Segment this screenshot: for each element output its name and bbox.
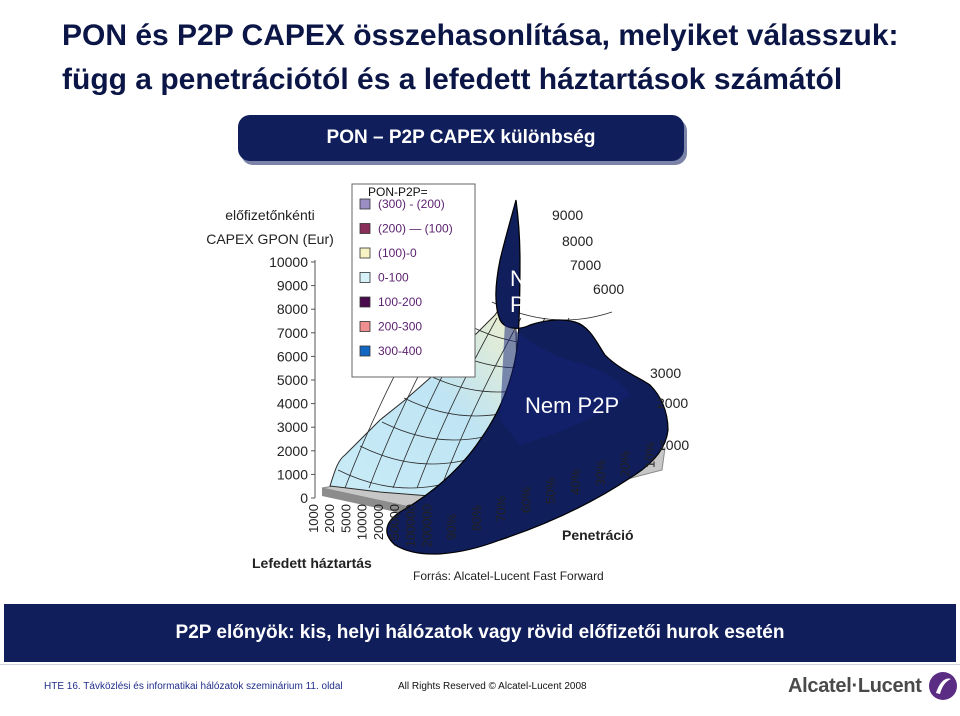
- households-tick-3: 10000: [355, 504, 370, 540]
- penetration-tick-5: 40%: [568, 469, 583, 495]
- pon-label-line2: PON: [510, 292, 558, 317]
- legend-swatch-4: [359, 296, 371, 308]
- company-logo: Alcatel·Lucent: [788, 668, 958, 704]
- penetration-axis-label: Penetráció: [562, 527, 634, 543]
- z-tick-label-3: 7000: [277, 325, 308, 341]
- right-tick-0: 9000: [552, 207, 583, 223]
- right-tick-5: 4000: [622, 335, 653, 351]
- legend-title: PON-P2P=: [368, 185, 428, 199]
- footer-left: HTE 16. Távközlési és informatikai hálóz…: [44, 681, 343, 692]
- chart-banner: PON – P2P CAPEX különbség: [238, 115, 684, 161]
- penetration-tick-8: 10%: [642, 442, 657, 468]
- page-title: PON és P2P CAPEX összehasonlítása, melyi…: [62, 14, 942, 102]
- logo-mark-icon: [928, 672, 957, 700]
- z-axis-label-1: előfizetőnkénti: [225, 207, 315, 223]
- penetration-tick-6: 30%: [593, 460, 608, 486]
- right-tick-3: 6000: [593, 281, 624, 297]
- legend-label-4: 100-200: [378, 295, 422, 309]
- right-tick-1: 8000: [562, 233, 593, 249]
- logo-text: Alcatel·Lucent: [788, 674, 922, 697]
- z-axis-label-2: CAPEX GPON (Eur): [206, 231, 334, 247]
- right-axis: 9000 8000 7000 6000 5000 4000 3000 2000 1000: [552, 207, 689, 453]
- legend-label-6: 300-400: [378, 344, 422, 358]
- region-dark-lower: [500, 322, 630, 445]
- surface-grid-line-b3: [416, 317, 498, 489]
- p2p-label: Nem P2P: [525, 393, 619, 418]
- legend-label-1: (200) — (100): [378, 222, 453, 236]
- bottom-bar: P2P előnyök: kis, helyi hálózatok vagy r…: [4, 604, 956, 662]
- legend-swatch-6: [359, 345, 371, 357]
- penetration-tick-3: 60%: [518, 487, 533, 513]
- legend-label-0: (300) - (200): [378, 197, 445, 211]
- title-line-2: függ a penetrációtól és a lefedett házta…: [62, 63, 843, 96]
- capex-surface-chart: Nem PON Nem P2P PON-P2P= (300) - (200) (2…: [206, 183, 689, 583]
- legend-swatch-5: [359, 321, 371, 332]
- z-tick-label-10: 0: [300, 490, 308, 506]
- z-tick-label-4: 6000: [277, 348, 308, 364]
- right-tick-6: 3000: [650, 365, 681, 381]
- penetration-tick-4: 50%: [543, 478, 558, 504]
- right-tick-4: 5000: [608, 313, 639, 329]
- penetration-tick-2: 70%: [494, 496, 509, 522]
- households-tick-5: 50000: [387, 504, 402, 540]
- households-tick-4: 20000: [371, 504, 386, 540]
- legend-swatch-2: [359, 247, 371, 259]
- right-tick-2: 7000: [570, 257, 601, 273]
- penetration-tick-0: 90%: [444, 514, 459, 540]
- households-axis-label: Lefedett háztartás: [252, 555, 372, 571]
- households-axis: 1000 2000 5000 10000 20000 50000 100000 200000: [306, 504, 434, 547]
- z-tick-label-1: 9000: [277, 278, 308, 294]
- footer-divider: [0, 664, 960, 665]
- right-tick-8: 1000: [658, 437, 689, 453]
- z-axis: előfizetőnkénti CAPEX GPON (Eur) 1000090…: [206, 207, 334, 506]
- z-tick-label-5: 5000: [277, 372, 308, 388]
- z-tick-label-7: 3000: [277, 419, 308, 435]
- legend-items: (300) - (200) (200) — (100) (100)-0 0-100 10…: [359, 197, 453, 358]
- footer-copyright: All Rights Reserved © Alcatel-Lucent 200…: [398, 681, 587, 692]
- source-note: Forrás: Alcatel-Lucent Fast Forward: [413, 569, 604, 583]
- legend-label-3: 0-100: [378, 271, 409, 285]
- z-tick-label-6: 4000: [277, 396, 308, 412]
- title-line-1: PON és P2P CAPEX összehasonlítása, melyi…: [62, 19, 899, 52]
- legend-swatch-3: [359, 272, 371, 283]
- penetration-tick-1: 80%: [469, 505, 484, 531]
- z-tick-label-8: 2000: [277, 443, 308, 459]
- z-tick-label-0: 10000: [269, 254, 308, 270]
- households-tick-6: 100000: [403, 504, 418, 547]
- households-tick-0: 1000: [306, 504, 321, 533]
- households-tick-7: 200000: [419, 504, 434, 547]
- households-tick-1: 2000: [322, 504, 337, 533]
- legend-label-2: (100)-0: [378, 246, 417, 260]
- z-tick-label-9: 1000: [277, 466, 308, 482]
- penetration-axis: 90% 80% 70% 60% 50% 40% 30% 20% 10%: [444, 442, 657, 540]
- legend-swatch-1: [359, 223, 371, 234]
- pon-label-line1: Nem: [510, 266, 556, 291]
- legend-swatch-0: [359, 198, 371, 210]
- right-tick-7: 2000: [657, 395, 688, 411]
- legend-label-5: 200-300: [378, 320, 422, 334]
- penetration-tick-7: 20%: [618, 451, 633, 477]
- households-tick-2: 5000: [338, 504, 353, 533]
- legend-box: [351, 183, 476, 378]
- z-tick-label-2: 8000: [277, 301, 308, 317]
